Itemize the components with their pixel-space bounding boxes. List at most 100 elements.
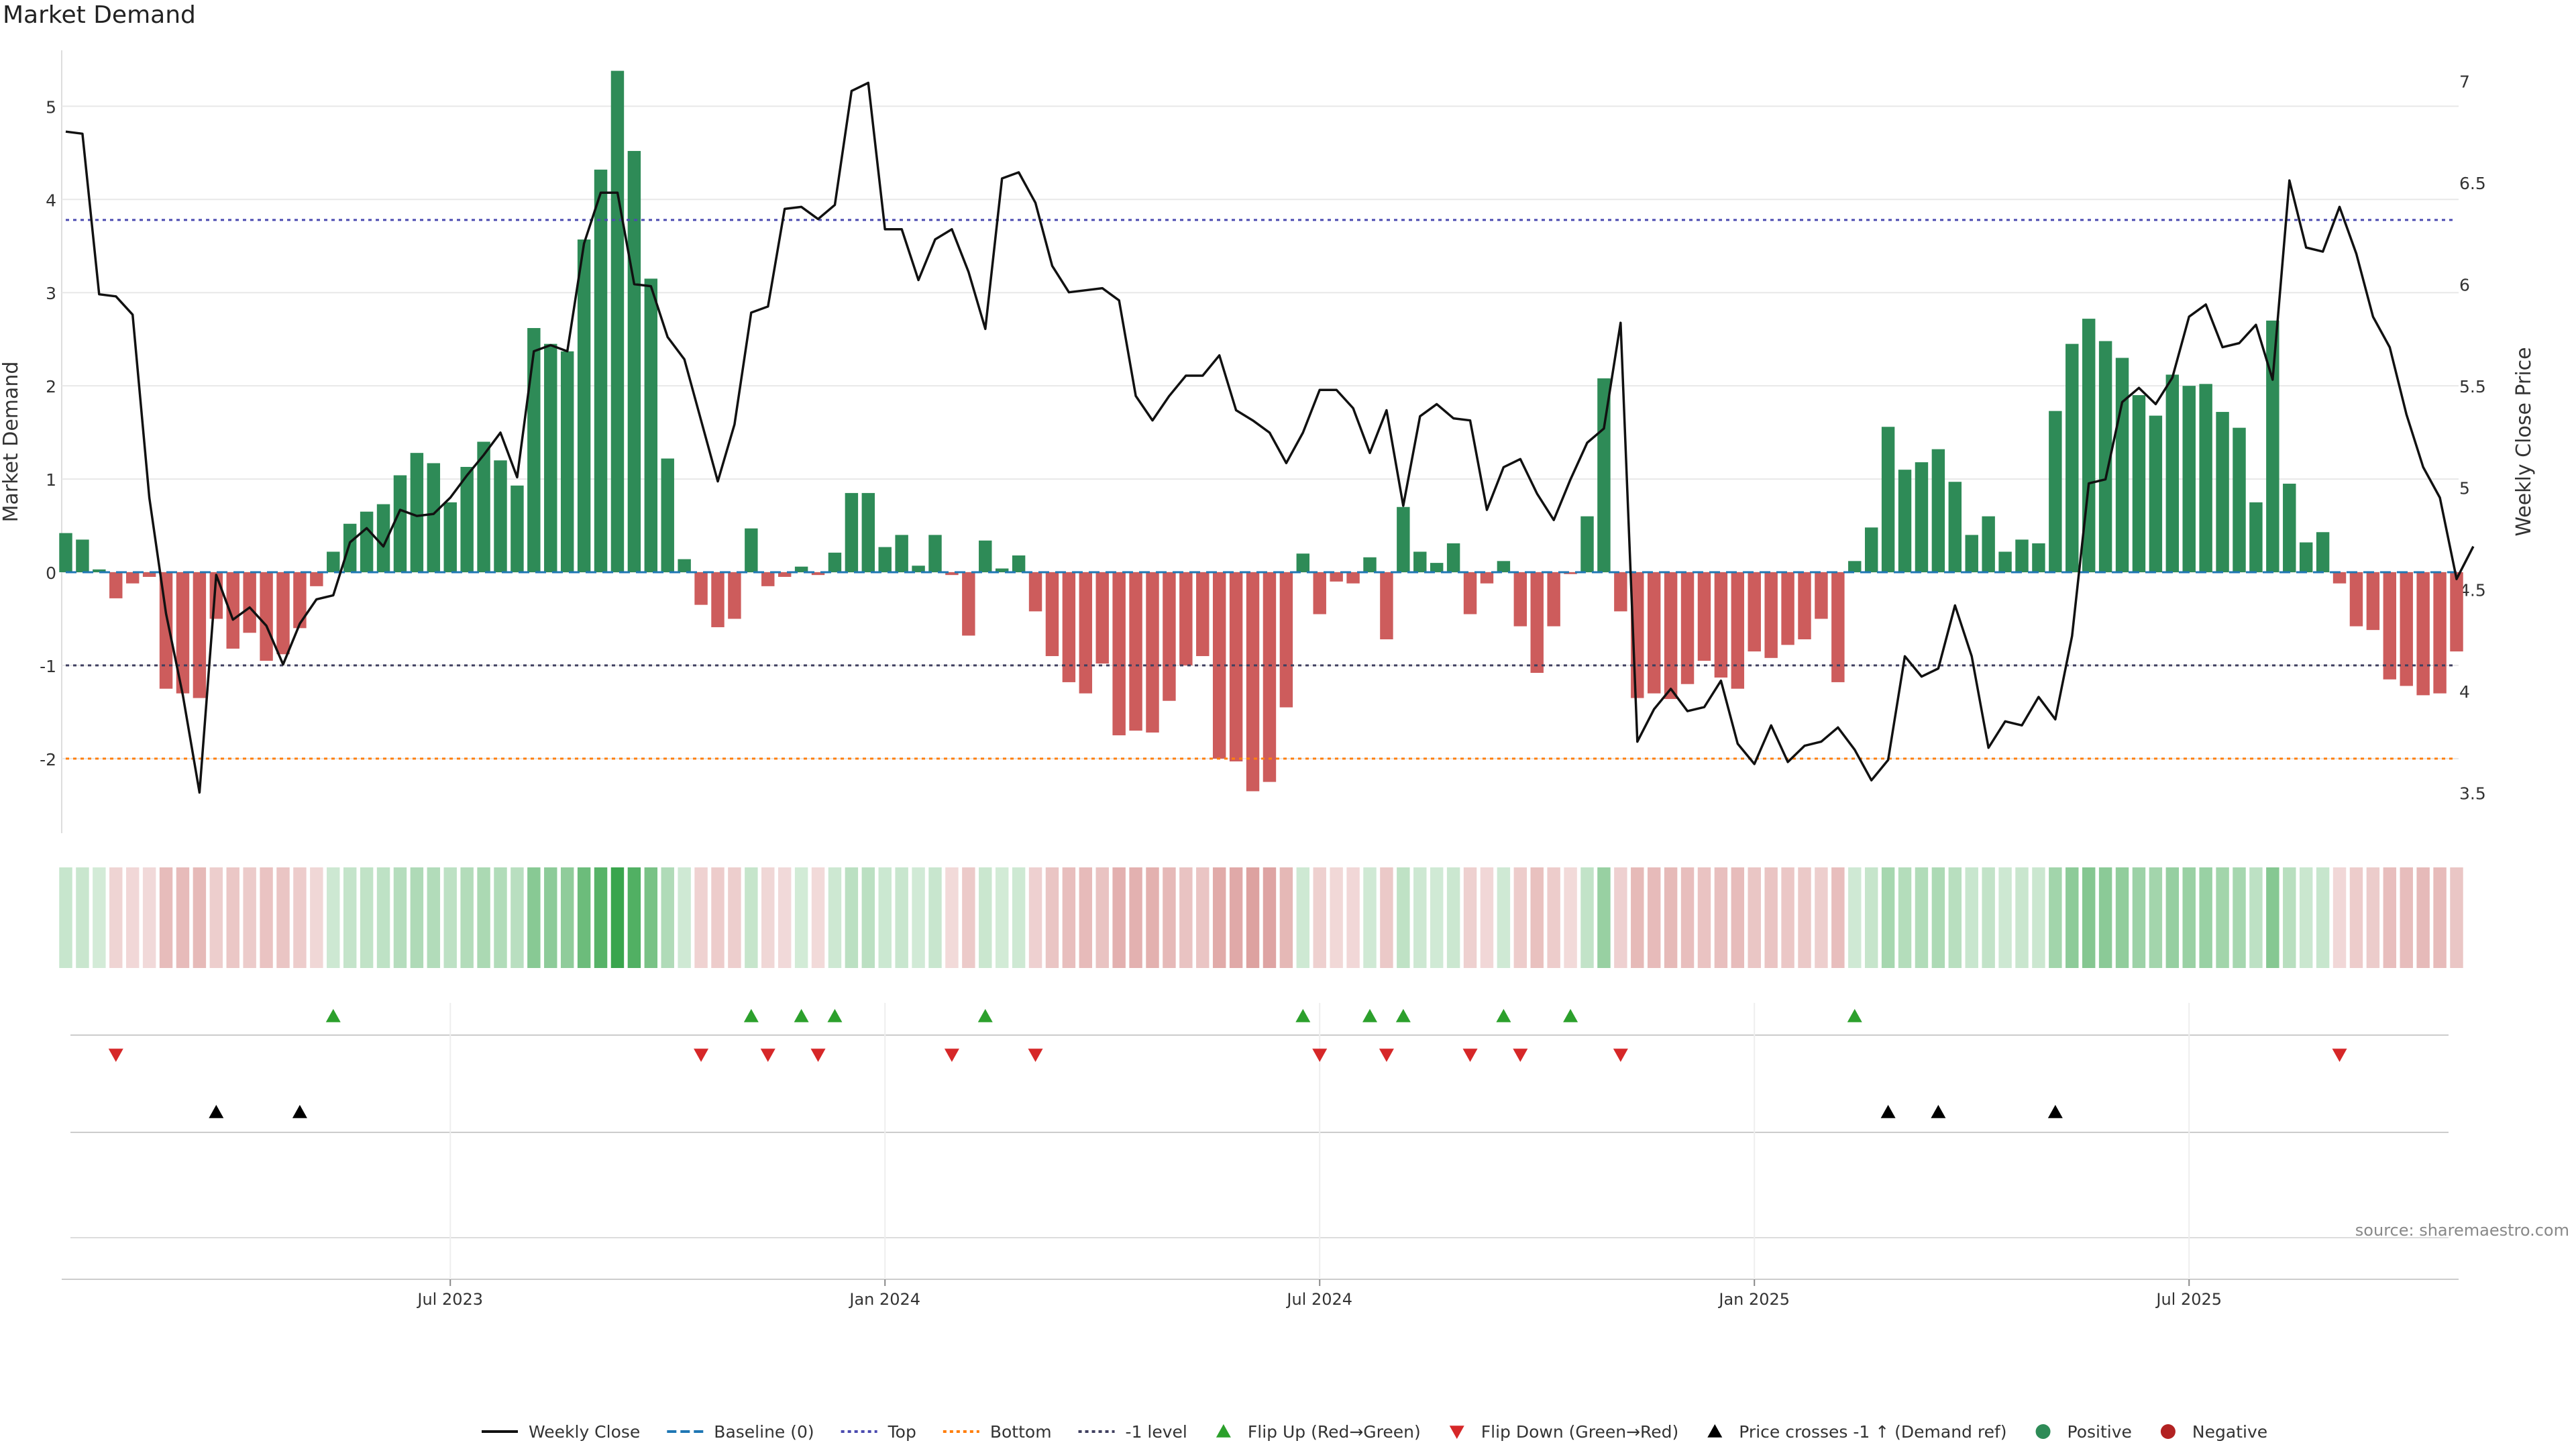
y2-tick-label: 5: [2459, 479, 2470, 498]
bar-positive: [2015, 539, 2029, 572]
heat-strip-cell: [1647, 867, 1661, 968]
heat-strip-cell: [995, 867, 1009, 968]
heat-strip-cell: [142, 867, 156, 968]
legend-label: Bottom: [990, 1422, 1052, 1442]
legend-label: Weekly Close: [529, 1422, 640, 1442]
heat-strip-cell: [1614, 867, 1627, 968]
heat-strip-cell: [1446, 867, 1460, 968]
flip-down-marker: [1312, 1049, 1328, 1062]
heat-strip-cell: [2433, 867, 2447, 968]
heat-strip-cell: [794, 867, 808, 968]
heat-strip-cell: [2366, 867, 2380, 968]
bar-negative: [193, 572, 207, 698]
bar-positive: [2165, 374, 2180, 572]
bar-positive: [828, 552, 842, 572]
flip-down-marker: [694, 1049, 709, 1062]
bar-positive: [1998, 551, 2012, 572]
bar-positive: [343, 523, 357, 572]
heat-strip-cell: [2233, 867, 2246, 968]
bar-negative: [1196, 572, 1210, 657]
bar-negative: [962, 572, 975, 636]
y-tick-label: 2: [46, 377, 56, 396]
heat-strip-cell: [694, 867, 708, 968]
bar-negative: [1146, 572, 1159, 733]
bar-positive: [544, 343, 557, 572]
flip-up-marker: [1362, 1009, 1377, 1022]
heat-strip-cell: [2216, 867, 2229, 968]
heat-strip-cell: [1864, 867, 1878, 968]
bar-positive: [794, 566, 808, 572]
bar-positive: [1413, 551, 1427, 572]
bar-negative: [2450, 572, 2463, 652]
bar-positive: [2316, 532, 2330, 572]
heat-strip-cell: [728, 867, 741, 968]
heat-strip-cell: [1547, 867, 1560, 968]
heat-strip-cell: [2098, 867, 2112, 968]
heat-strip-cell: [962, 867, 975, 968]
heat-strip-cell: [1530, 867, 1544, 968]
bar-positive: [1982, 516, 1995, 572]
bar-positive: [1965, 535, 1978, 572]
heat-strip-cell: [1196, 867, 1210, 968]
flip-down-marker: [1028, 1049, 1043, 1062]
bar-positive: [327, 551, 340, 572]
y2-axis-label: Weekly Close Price: [2512, 347, 2536, 536]
bar-negative: [2400, 572, 2413, 686]
bar-positive: [2115, 358, 2129, 572]
heat-strip-cell: [1631, 867, 1644, 968]
y-tick-label: 0: [46, 564, 56, 583]
bar-positive: [2283, 484, 2296, 572]
flip-up-marker: [977, 1009, 993, 1022]
heat-strip-cell: [1146, 867, 1159, 968]
bar-positive: [1580, 516, 1594, 572]
heat-strip-cell: [1497, 867, 1511, 968]
bar-positive: [979, 540, 992, 572]
bar-negative: [109, 572, 123, 598]
heat-strip-cell: [159, 867, 173, 968]
bar-negative: [1246, 572, 1260, 792]
flip-up-marker: [1847, 1009, 1862, 1022]
y2-tick-label: 3.5: [2459, 784, 2486, 803]
x-tick-label: Jan 2024: [848, 1290, 920, 1309]
flip-up-marker: [1563, 1009, 1578, 1022]
heat-strip-cell: [243, 867, 256, 968]
flip-down-marker: [2332, 1049, 2347, 1062]
bar-negative: [1697, 572, 1711, 661]
bar-negative: [2332, 572, 2347, 584]
bar-positive: [2065, 343, 2079, 572]
flip-up-marker: [1496, 1009, 1511, 1022]
flip-up-marker: [1395, 1009, 1411, 1022]
bar-negative: [1564, 572, 1577, 574]
bar-negative: [1798, 572, 1811, 640]
y-tick-label: 5: [46, 97, 56, 117]
flip-down-marker: [108, 1049, 123, 1062]
bar-positive: [2182, 386, 2196, 572]
flip-up-marker: [325, 1009, 341, 1022]
bar-negative: [176, 572, 190, 694]
weekly-close-line: [65, 81, 2475, 794]
heat-strip-cell: [1313, 867, 1326, 968]
heat-strip-cell: [1062, 867, 1076, 968]
legend-swatch: [2035, 1424, 2051, 1439]
heat-strip-cell: [1279, 867, 1293, 968]
heat-strip-cell: [527, 867, 541, 968]
heat-strip-cell: [610, 867, 625, 968]
bar-negative: [1815, 572, 1828, 619]
bar-negative: [1714, 572, 1728, 678]
heat-strip-cell: [1982, 867, 1995, 968]
bar-negative: [276, 572, 290, 655]
heat-strip-cell: [93, 867, 106, 968]
bar-negative: [310, 572, 323, 586]
bar-negative: [1380, 572, 1393, 640]
legend-label: Price crosses -1 ↑ (Demand ref): [1739, 1422, 2006, 1442]
heat-strip-cell: [410, 867, 424, 968]
y-tick-label: -2: [40, 750, 56, 769]
heat-strip-cell: [1363, 867, 1377, 968]
heat-strip-cell: [1948, 867, 1962, 968]
bar-positive: [1446, 543, 1460, 572]
bar-negative: [1781, 572, 1794, 645]
y-axis-label: Market Demand: [0, 362, 23, 523]
heat-strip-cell: [2182, 867, 2196, 968]
heat-strip-cell: [1112, 867, 1126, 968]
y-tick-label: 3: [46, 284, 56, 303]
